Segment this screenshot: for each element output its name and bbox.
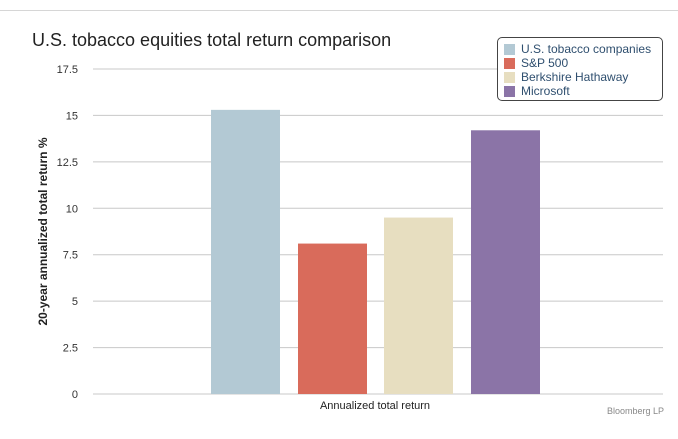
top-divider bbox=[0, 10, 678, 11]
legend-swatch bbox=[504, 85, 515, 97]
x-axis-label: Annualized total return bbox=[320, 400, 430, 412]
y-axis-label: 20-year annualized total return % bbox=[36, 137, 50, 325]
y-tick-label: 7.5 bbox=[63, 250, 78, 262]
y-tick-label: 17.5 bbox=[57, 64, 78, 76]
legend-item: S&P 500 bbox=[504, 56, 662, 70]
legend-item: Berkshire Hathaway bbox=[504, 70, 662, 84]
bar bbox=[471, 130, 540, 395]
bar bbox=[298, 243, 367, 394]
y-tick-label: 15 bbox=[66, 110, 78, 122]
bar bbox=[211, 109, 280, 394]
y-tick-label: 10 bbox=[66, 203, 78, 215]
legend-swatch bbox=[504, 43, 515, 55]
bar bbox=[384, 217, 453, 394]
y-tick-label: 5 bbox=[72, 296, 78, 308]
legend-label: U.S. tobacco companies bbox=[521, 42, 652, 56]
legend-item: Microsoft bbox=[504, 84, 662, 98]
legend-swatch bbox=[504, 71, 515, 83]
legend-item: U.S. tobacco companies bbox=[504, 42, 662, 56]
chart-title: U.S. tobacco equities total return compa… bbox=[32, 30, 392, 50]
y-tick-label: 0 bbox=[72, 389, 78, 401]
legend-swatch bbox=[504, 57, 515, 69]
y-tick-label: 2.5 bbox=[63, 343, 78, 355]
y-tick-label: 12.5 bbox=[57, 157, 78, 169]
legend: U.S. tobacco companies S&P 500 Berkshire… bbox=[497, 37, 663, 101]
legend-label: S&P 500 bbox=[521, 56, 569, 70]
legend-label: Microsoft bbox=[521, 84, 570, 98]
source-credit: Bloomberg LP bbox=[606, 406, 664, 416]
legend-label: Berkshire Hathaway bbox=[521, 70, 629, 84]
